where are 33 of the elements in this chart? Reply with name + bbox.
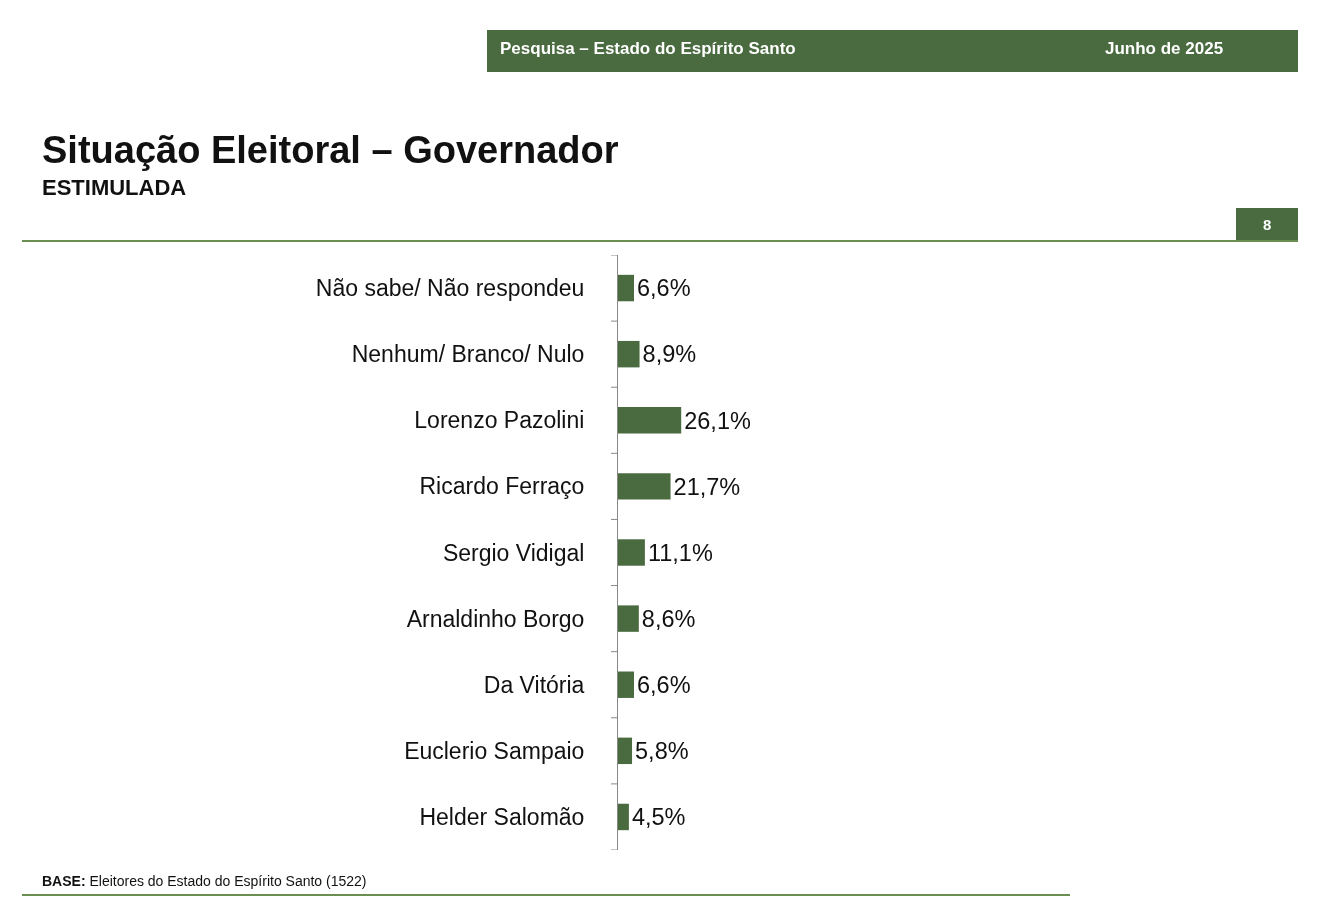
data-label: 8,9% xyxy=(642,341,697,368)
data-label: 6,6% xyxy=(636,275,691,302)
bar xyxy=(618,539,645,566)
data-label: 4,5% xyxy=(631,804,686,831)
bar xyxy=(618,473,671,500)
text: Pesquisa – Estado do Espírito Santo xyxy=(500,39,796,58)
y-tick-label: Ricardo Ferraço xyxy=(419,473,585,500)
bar xyxy=(618,274,634,302)
bar xyxy=(618,340,640,368)
y-tick-label: Euclerio Sampaio xyxy=(404,737,585,764)
y-tick-label: Helder Salomão xyxy=(419,803,585,830)
text: Junho de 2025 xyxy=(1105,39,1224,58)
y-tick-label: Não sabe/ Não respondeu xyxy=(315,275,585,302)
y-tick-label: Nenhum/ Branco/ Nulo xyxy=(351,341,585,368)
text: 8 xyxy=(1263,216,1272,233)
bar xyxy=(618,737,633,765)
bar xyxy=(618,605,639,632)
data-label: 21,7% xyxy=(673,473,741,500)
bar xyxy=(618,407,682,434)
data-label: 6,6% xyxy=(636,672,691,699)
bar xyxy=(618,671,634,698)
bar xyxy=(618,803,629,831)
y-tick-label: Da Vitória xyxy=(483,671,585,698)
data-label: 8,6% xyxy=(641,605,696,632)
text: ESTIMULADA xyxy=(42,175,187,200)
y-tick-label: Lorenzo Pazolini xyxy=(414,407,585,434)
data-label: 5,8% xyxy=(635,738,689,765)
y-tick-label: Sergio Vidigal xyxy=(442,539,585,566)
text: BASE: Eleitores do Estado do Espírito Santo (1522) xyxy=(42,873,367,889)
data-label: 26,1% xyxy=(684,407,751,434)
chart-title: Situação Eleitoral – Governador xyxy=(42,129,619,171)
y-tick-label: Arnaldinho Borgo xyxy=(406,605,585,632)
data-label: 11,1% xyxy=(647,539,713,566)
